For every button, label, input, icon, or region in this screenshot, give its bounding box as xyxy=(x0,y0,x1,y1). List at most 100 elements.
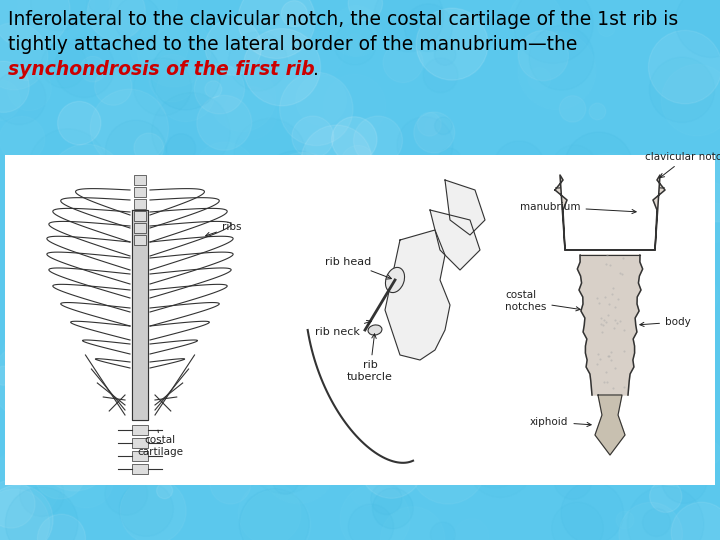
Circle shape xyxy=(332,117,377,162)
Bar xyxy=(134,175,146,185)
Bar xyxy=(132,451,148,461)
Circle shape xyxy=(510,0,562,44)
Polygon shape xyxy=(430,210,480,270)
Text: synchondrosis of the first rib: synchondrosis of the first rib xyxy=(8,60,315,79)
Circle shape xyxy=(224,269,246,291)
Circle shape xyxy=(598,19,615,37)
Circle shape xyxy=(55,38,114,98)
Circle shape xyxy=(105,120,166,181)
Circle shape xyxy=(119,482,174,536)
Circle shape xyxy=(282,1,307,26)
Circle shape xyxy=(451,174,529,253)
Circle shape xyxy=(6,261,68,323)
Circle shape xyxy=(0,116,45,162)
Circle shape xyxy=(657,380,677,399)
Circle shape xyxy=(685,393,710,417)
Circle shape xyxy=(356,326,419,389)
Circle shape xyxy=(498,340,531,374)
Circle shape xyxy=(686,157,720,222)
Circle shape xyxy=(220,446,245,471)
Circle shape xyxy=(434,44,456,65)
Circle shape xyxy=(371,483,402,515)
Circle shape xyxy=(49,436,99,486)
Circle shape xyxy=(513,0,593,63)
Circle shape xyxy=(531,289,606,365)
Circle shape xyxy=(39,225,61,247)
Circle shape xyxy=(205,19,261,75)
Circle shape xyxy=(301,125,372,195)
Circle shape xyxy=(516,229,546,259)
Circle shape xyxy=(572,153,649,230)
Circle shape xyxy=(258,151,334,226)
Circle shape xyxy=(0,71,46,125)
Circle shape xyxy=(279,72,353,146)
Circle shape xyxy=(228,32,287,91)
Circle shape xyxy=(381,507,445,540)
Circle shape xyxy=(441,232,494,286)
Circle shape xyxy=(564,132,633,200)
Circle shape xyxy=(633,215,672,254)
Circle shape xyxy=(5,487,78,540)
Text: Inferolateral to the clavicular notch, the costal cartilage of the 1st rib is: Inferolateral to the clavicular notch, t… xyxy=(8,10,678,29)
Circle shape xyxy=(561,482,624,540)
Circle shape xyxy=(474,167,507,200)
Bar xyxy=(132,464,148,474)
Circle shape xyxy=(416,8,488,80)
Circle shape xyxy=(58,102,101,145)
Circle shape xyxy=(472,382,501,411)
Circle shape xyxy=(177,403,246,471)
Circle shape xyxy=(152,322,220,390)
Text: ribs: ribs xyxy=(206,222,241,237)
Circle shape xyxy=(675,0,720,57)
Circle shape xyxy=(330,5,382,57)
Circle shape xyxy=(116,231,155,269)
Circle shape xyxy=(372,488,413,529)
Circle shape xyxy=(156,63,215,122)
Bar xyxy=(134,187,146,197)
Circle shape xyxy=(152,93,230,171)
Circle shape xyxy=(186,361,237,410)
Circle shape xyxy=(132,305,207,379)
Circle shape xyxy=(146,369,177,400)
Circle shape xyxy=(361,217,402,259)
Circle shape xyxy=(156,483,173,499)
Circle shape xyxy=(166,134,196,163)
Circle shape xyxy=(0,80,20,120)
Circle shape xyxy=(622,182,673,233)
Circle shape xyxy=(233,426,250,442)
Circle shape xyxy=(318,245,381,308)
Circle shape xyxy=(176,380,208,411)
Circle shape xyxy=(197,96,252,150)
Circle shape xyxy=(470,176,534,239)
Bar xyxy=(132,438,148,448)
Bar xyxy=(132,425,148,435)
Circle shape xyxy=(188,397,265,475)
Circle shape xyxy=(337,278,356,297)
Circle shape xyxy=(601,232,623,254)
Circle shape xyxy=(109,0,177,37)
Circle shape xyxy=(423,58,458,93)
Circle shape xyxy=(690,182,720,222)
Circle shape xyxy=(367,355,435,423)
Circle shape xyxy=(73,401,128,457)
Circle shape xyxy=(329,297,362,330)
Circle shape xyxy=(348,368,422,442)
Circle shape xyxy=(468,396,500,427)
Circle shape xyxy=(187,248,206,267)
Circle shape xyxy=(89,0,112,13)
Text: clavicular notch: clavicular notch xyxy=(645,152,720,178)
Circle shape xyxy=(697,441,720,465)
Text: costal
cartilage: costal cartilage xyxy=(137,430,183,457)
Circle shape xyxy=(531,242,580,292)
Text: rib neck: rib neck xyxy=(315,320,372,337)
Polygon shape xyxy=(132,210,148,420)
Circle shape xyxy=(430,237,468,275)
Circle shape xyxy=(521,220,600,299)
Circle shape xyxy=(341,449,362,470)
Circle shape xyxy=(0,366,13,385)
Circle shape xyxy=(246,450,276,480)
Circle shape xyxy=(650,191,667,208)
Circle shape xyxy=(462,294,502,334)
Polygon shape xyxy=(555,175,665,250)
Circle shape xyxy=(239,489,309,540)
